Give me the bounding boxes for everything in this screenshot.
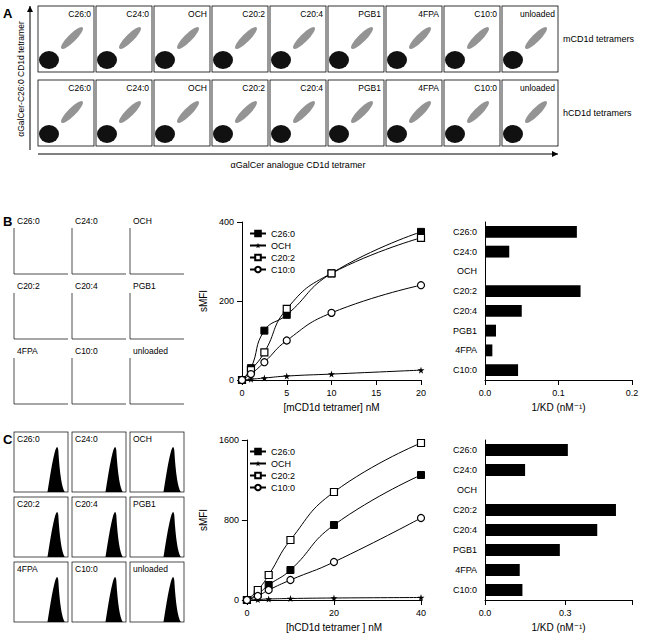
svg-text:15: 15 bbox=[371, 388, 381, 398]
svg-text:C26:0: C26:0 bbox=[453, 445, 477, 455]
svg-text:C24:0: C24:0 bbox=[126, 9, 149, 19]
svg-text:C10:0: C10:0 bbox=[75, 564, 98, 574]
svg-text:1/KD (nM⁻¹): 1/KD (nM⁻¹) bbox=[531, 402, 585, 413]
svg-text:C26:0: C26:0 bbox=[271, 447, 295, 457]
svg-text:5: 5 bbox=[284, 388, 289, 398]
svg-text:αGalCer analogue CD1d tetramer: αGalCer analogue CD1d tetramer bbox=[231, 160, 366, 170]
svg-text:PGB1: PGB1 bbox=[453, 326, 477, 336]
svg-text:sMFI: sMFI bbox=[198, 290, 209, 312]
svg-text:C20:4: C20:4 bbox=[75, 281, 98, 291]
svg-text:C20:2: C20:2 bbox=[453, 286, 477, 296]
svg-text:10: 10 bbox=[326, 388, 336, 398]
svg-text:C24:0: C24:0 bbox=[453, 465, 477, 475]
svg-text:C24:0: C24:0 bbox=[75, 434, 98, 444]
svg-text:PGB1: PGB1 bbox=[358, 9, 381, 19]
svg-text:C20:4: C20:4 bbox=[453, 306, 477, 316]
svg-text:C26:0: C26:0 bbox=[17, 216, 40, 226]
svg-text:C20:2: C20:2 bbox=[17, 281, 40, 291]
svg-text:800: 800 bbox=[224, 515, 239, 525]
svg-text:unloaded: unloaded bbox=[133, 346, 168, 356]
svg-text:C10:0: C10:0 bbox=[453, 365, 477, 375]
svg-text:hCD1d tetramers: hCD1d tetramers bbox=[563, 108, 632, 118]
svg-text:[hCD1d tetramer ] nM: [hCD1d tetramer ] nM bbox=[286, 622, 382, 633]
svg-text:C20:2: C20:2 bbox=[453, 505, 477, 515]
svg-text:C10:0: C10:0 bbox=[474, 83, 497, 93]
svg-text:0.2: 0.2 bbox=[626, 388, 639, 398]
svg-text:PGB1: PGB1 bbox=[133, 281, 156, 291]
svg-text:C10:0: C10:0 bbox=[453, 585, 477, 595]
svg-text:C20:2: C20:2 bbox=[271, 253, 295, 263]
svg-text:4FPA: 4FPA bbox=[455, 565, 477, 575]
svg-text:1600: 1600 bbox=[219, 435, 239, 445]
svg-text:C26:0: C26:0 bbox=[453, 227, 477, 237]
svg-text:unloaded: unloaded bbox=[133, 564, 168, 574]
svg-text:OCH: OCH bbox=[457, 485, 477, 495]
svg-text:C24:0: C24:0 bbox=[75, 216, 98, 226]
svg-text:0: 0 bbox=[239, 388, 244, 398]
svg-text:200: 200 bbox=[219, 296, 234, 306]
svg-text:C10:0: C10:0 bbox=[474, 9, 497, 19]
svg-text:C26:0: C26:0 bbox=[68, 83, 91, 93]
svg-text:C20:2: C20:2 bbox=[242, 83, 265, 93]
svg-text:A: A bbox=[3, 6, 13, 21]
svg-text:C26:0: C26:0 bbox=[271, 229, 295, 239]
svg-text:400: 400 bbox=[219, 217, 234, 227]
svg-text:OCH: OCH bbox=[188, 83, 207, 93]
svg-text:1/KD (nM⁻¹): 1/KD (nM⁻¹) bbox=[531, 622, 585, 633]
svg-text:0.3: 0.3 bbox=[559, 608, 572, 618]
svg-text:C20:2: C20:2 bbox=[242, 9, 265, 19]
svg-text:PGB1: PGB1 bbox=[358, 83, 381, 93]
svg-text:αGalCer-C26:0 CD1d tetramer: αGalCer-C26:0 CD1d tetramer bbox=[16, 21, 26, 137]
svg-text:unloaded: unloaded bbox=[520, 83, 555, 93]
svg-text:C20:2: C20:2 bbox=[271, 471, 295, 481]
svg-text:40: 40 bbox=[416, 608, 426, 618]
svg-text:sMFI: sMFI bbox=[198, 509, 209, 531]
svg-text:20: 20 bbox=[416, 388, 426, 398]
svg-text:OCH: OCH bbox=[188, 9, 207, 19]
svg-text:C26:0: C26:0 bbox=[17, 434, 40, 444]
svg-text:C24:0: C24:0 bbox=[453, 247, 477, 257]
svg-text:C26:0: C26:0 bbox=[68, 9, 91, 19]
svg-text:OCH: OCH bbox=[133, 216, 152, 226]
svg-text:4FPA: 4FPA bbox=[455, 345, 477, 355]
svg-text:0: 0 bbox=[244, 608, 249, 618]
svg-text:C10:0: C10:0 bbox=[75, 346, 98, 356]
svg-text:C20:4: C20:4 bbox=[453, 525, 477, 535]
svg-text:0.1: 0.1 bbox=[552, 388, 565, 398]
svg-text:C24:0: C24:0 bbox=[126, 83, 149, 93]
svg-text:unloaded: unloaded bbox=[520, 9, 555, 19]
svg-text:0.0: 0.0 bbox=[479, 608, 492, 618]
svg-text:C20:4: C20:4 bbox=[300, 83, 323, 93]
svg-text:4FPA: 4FPA bbox=[418, 9, 439, 19]
svg-text:4FPA: 4FPA bbox=[17, 564, 38, 574]
svg-text:C20:4: C20:4 bbox=[75, 499, 98, 509]
svg-text:PGB1: PGB1 bbox=[453, 545, 477, 555]
svg-text:20: 20 bbox=[329, 608, 339, 618]
svg-text:0.0: 0.0 bbox=[479, 388, 492, 398]
svg-text:PGB1: PGB1 bbox=[133, 499, 156, 509]
svg-text:mCD1d tetramers: mCD1d tetramers bbox=[563, 34, 635, 44]
svg-text:4FPA: 4FPA bbox=[17, 346, 38, 356]
svg-text:C10:0: C10:0 bbox=[271, 483, 295, 493]
svg-text:C10:0: C10:0 bbox=[271, 265, 295, 275]
svg-text:C: C bbox=[3, 432, 13, 447]
svg-text:C20:4: C20:4 bbox=[300, 9, 323, 19]
svg-text:C20:2: C20:2 bbox=[17, 499, 40, 509]
svg-text:0: 0 bbox=[234, 595, 239, 605]
svg-text:4FPA: 4FPA bbox=[418, 83, 439, 93]
svg-text:OCH: OCH bbox=[133, 434, 152, 444]
svg-text:OCH: OCH bbox=[271, 459, 291, 469]
svg-text:B: B bbox=[3, 214, 12, 229]
svg-text:OCH: OCH bbox=[457, 266, 477, 276]
svg-text:0: 0 bbox=[229, 375, 234, 385]
svg-text:OCH: OCH bbox=[271, 241, 291, 251]
svg-text:[mCD1d tetramer] nM: [mCD1d tetramer] nM bbox=[283, 402, 379, 413]
